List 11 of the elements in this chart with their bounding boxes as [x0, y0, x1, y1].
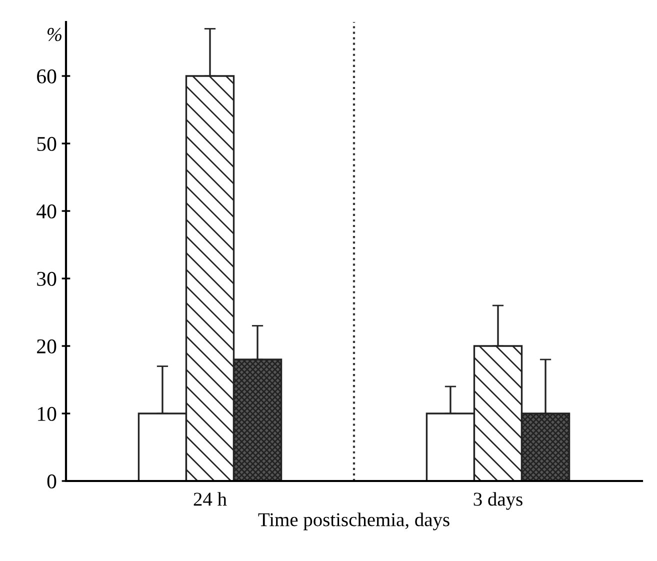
y-axis-title: %: [47, 28, 62, 42]
x-tick-label: 3 days: [474, 492, 522, 510]
x-tick-label: 24 h: [194, 492, 227, 506]
y-tick-label: 40: [36, 204, 56, 218]
y-tick-label: 10: [38, 406, 56, 421]
x-axis-title: Time postischemia, days: [258, 512, 450, 530]
y-tick-label: 0: [47, 474, 56, 488]
y-tick-label: 60: [37, 69, 56, 84]
y-tick-label: 20: [37, 339, 56, 354]
y-tick-label: 50: [37, 136, 56, 151]
y-tick-label: 30: [37, 272, 56, 286]
